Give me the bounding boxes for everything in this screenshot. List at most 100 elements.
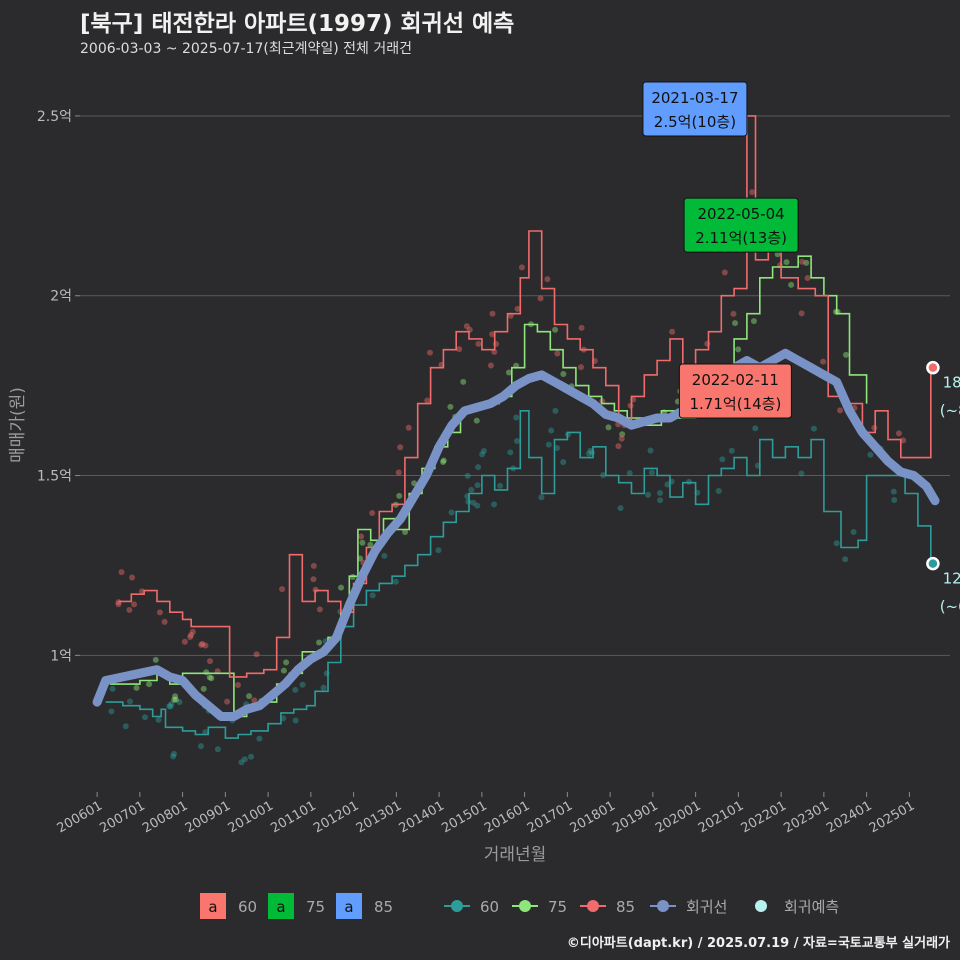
annotation-box — [678, 363, 792, 419]
scatter-point-85 — [798, 310, 805, 317]
x-tick-label: 202501 — [867, 798, 917, 836]
scatter-point-60 — [155, 716, 162, 723]
scatter-point-85 — [358, 533, 365, 540]
scatter-point-75 — [788, 281, 795, 288]
scatter-point-85 — [369, 509, 376, 516]
scatter-point-60 — [470, 499, 477, 506]
scatter-point-85 — [900, 437, 907, 444]
scatter-point-75 — [473, 417, 480, 424]
scatter-point-60 — [168, 700, 175, 707]
scatter-point-85 — [837, 407, 844, 414]
scatter-point-60 — [214, 746, 221, 753]
legend-point-swatch — [451, 900, 463, 912]
scatter-point-60 — [448, 509, 455, 516]
scatter-point-60 — [626, 470, 633, 477]
scatter-point-85 — [627, 402, 634, 409]
scatter-point-75 — [605, 424, 612, 431]
scatter-point-60 — [560, 459, 567, 466]
x-tick-label: 202001 — [653, 798, 703, 836]
x-tick-label: 200701 — [97, 798, 147, 836]
scatter-point-60 — [842, 556, 849, 563]
scatter-point-85 — [129, 574, 136, 581]
scatter-point-75 — [440, 458, 447, 465]
scatter-point-75 — [447, 403, 454, 410]
scatter-point-85 — [187, 633, 194, 640]
scatter-point-85 — [126, 606, 133, 613]
annotation-date: 2021-03-17 — [651, 89, 738, 107]
scatter-point-60 — [548, 427, 555, 434]
scatter-point-60 — [241, 756, 248, 763]
legend-line-label: 회귀예측 — [784, 898, 839, 916]
scatter-point-85 — [537, 295, 544, 302]
scatter-point-85 — [704, 340, 711, 347]
x-tick-label: 201201 — [311, 798, 361, 836]
scatter-point-75 — [203, 669, 210, 676]
scatter-point-60 — [167, 703, 174, 710]
scatter-point-85 — [405, 424, 412, 431]
scatter-point-85 — [577, 364, 584, 371]
scatter-point-60 — [166, 703, 173, 710]
scatter-point-85 — [156, 609, 163, 616]
scatter-point-75 — [208, 675, 215, 682]
annotations: 2021-03-172.5억(10층)2022-05-042.11억(13층)2… — [642, 81, 960, 616]
scatter-point-60 — [464, 472, 471, 479]
scatter-point-85 — [721, 269, 728, 276]
scatter-point-85 — [487, 362, 494, 369]
scatter-point-85 — [514, 305, 521, 312]
annotation-label: 2022-02-11 1.71억(14층) — [678, 363, 792, 419]
y-axis-title: 매매가(원) — [8, 387, 28, 463]
scatter-point-85 — [426, 349, 433, 356]
regression-line — [92, 348, 940, 721]
scatter-point-60 — [475, 464, 482, 471]
scatter-point-60 — [647, 447, 654, 454]
series-lines — [92, 115, 940, 739]
page-title: [북구] 태전한라 아파트(1997) 회귀선 예측 — [80, 11, 515, 37]
scatter-point-60 — [657, 497, 664, 504]
scatter-point-60 — [507, 449, 514, 456]
annotation-box — [683, 197, 799, 253]
scatter-point-60 — [435, 547, 442, 554]
scatter-point-60 — [109, 685, 116, 692]
y-tick-label: 1억 — [50, 648, 72, 664]
legend-box-glyph: a — [208, 898, 217, 916]
scatter-point-60 — [664, 481, 671, 488]
scatter-point-60 — [552, 407, 559, 414]
scatter-point-75 — [338, 584, 345, 591]
scatter-point-75 — [200, 685, 207, 692]
scatter-point-75 — [402, 528, 409, 535]
scatter-point-85 — [871, 424, 878, 431]
x-tick-label: 201001 — [226, 798, 276, 836]
grid-lines — [80, 115, 950, 656]
scatter-point-85 — [188, 631, 195, 638]
x-tick-label: 201101 — [268, 798, 318, 836]
annotation-box — [642, 81, 748, 137]
scatter-point-75 — [440, 457, 447, 464]
scatter-point-75 — [732, 320, 739, 327]
legend-line-label: 회귀선 — [686, 898, 727, 916]
x-axis: 2006012007012008012009012010012011012012… — [55, 792, 917, 836]
series-line-85 — [118, 115, 932, 678]
scatter-point-60 — [323, 670, 330, 677]
scatter-point-85 — [224, 698, 231, 705]
x-tick-label: 200901 — [183, 798, 233, 836]
scatter-point-85 — [456, 346, 463, 353]
y-tick-label: 2.5억 — [37, 109, 72, 125]
scatter-point-75 — [316, 639, 323, 646]
y-tick-label: 1.5억 — [37, 469, 72, 485]
scatter-point-60 — [126, 698, 133, 705]
scatter-point-75 — [505, 369, 512, 376]
scatter-point-85 — [253, 651, 260, 658]
scatter-point-60 — [514, 438, 521, 445]
legend-line-label: 75 — [548, 898, 567, 916]
legend-box-label: 60 — [238, 898, 257, 916]
scatter-point-75 — [172, 693, 179, 700]
scatter-point-85 — [316, 606, 323, 613]
x-tick-label: 201701 — [525, 798, 575, 836]
scatter-point-85 — [397, 444, 404, 451]
scatter-point-60 — [479, 451, 486, 458]
scatter-point-60 — [108, 708, 115, 715]
scatter-point-60 — [256, 735, 263, 742]
scatter-point-60 — [554, 444, 561, 451]
scatter-point-60 — [752, 425, 759, 432]
